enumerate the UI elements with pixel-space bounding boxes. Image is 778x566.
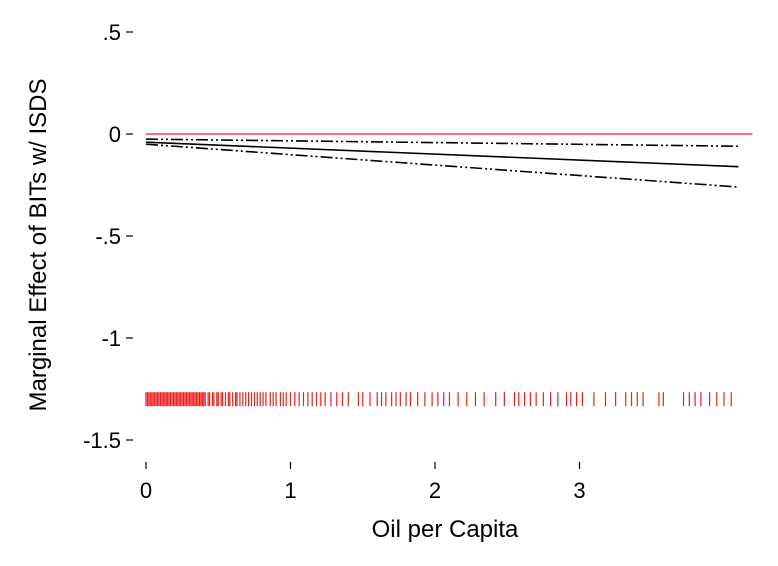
y-axis-title: Marginal Effect of BITs w/ ISDS — [25, 78, 52, 411]
x-tick-label: 2 — [429, 478, 441, 503]
x-axis: 0 1 2 3 — [140, 462, 586, 503]
y-tick-label: 0 — [109, 122, 121, 147]
x-tick-label: 1 — [284, 478, 296, 503]
y-tick-label: -1 — [101, 326, 121, 351]
y-tick-label: -1.5 — [83, 428, 121, 453]
y-tick-label: .5 — [103, 20, 121, 45]
series-layer — [145, 138, 739, 188]
y-tick-label: -.5 — [95, 224, 121, 249]
series-line-upper-ci — [145, 138, 739, 148]
x-tick-label: 0 — [140, 478, 152, 503]
y-axis: .5 0 -.5 -1 -1.5 — [83, 20, 133, 453]
series-line-lower-ci — [145, 143, 739, 188]
rug-layer — [145, 392, 732, 407]
x-axis-title: Oil per Capita — [372, 516, 519, 543]
series-line-estimate — [145, 141, 739, 168]
x-tick-label: 3 — [573, 478, 585, 503]
